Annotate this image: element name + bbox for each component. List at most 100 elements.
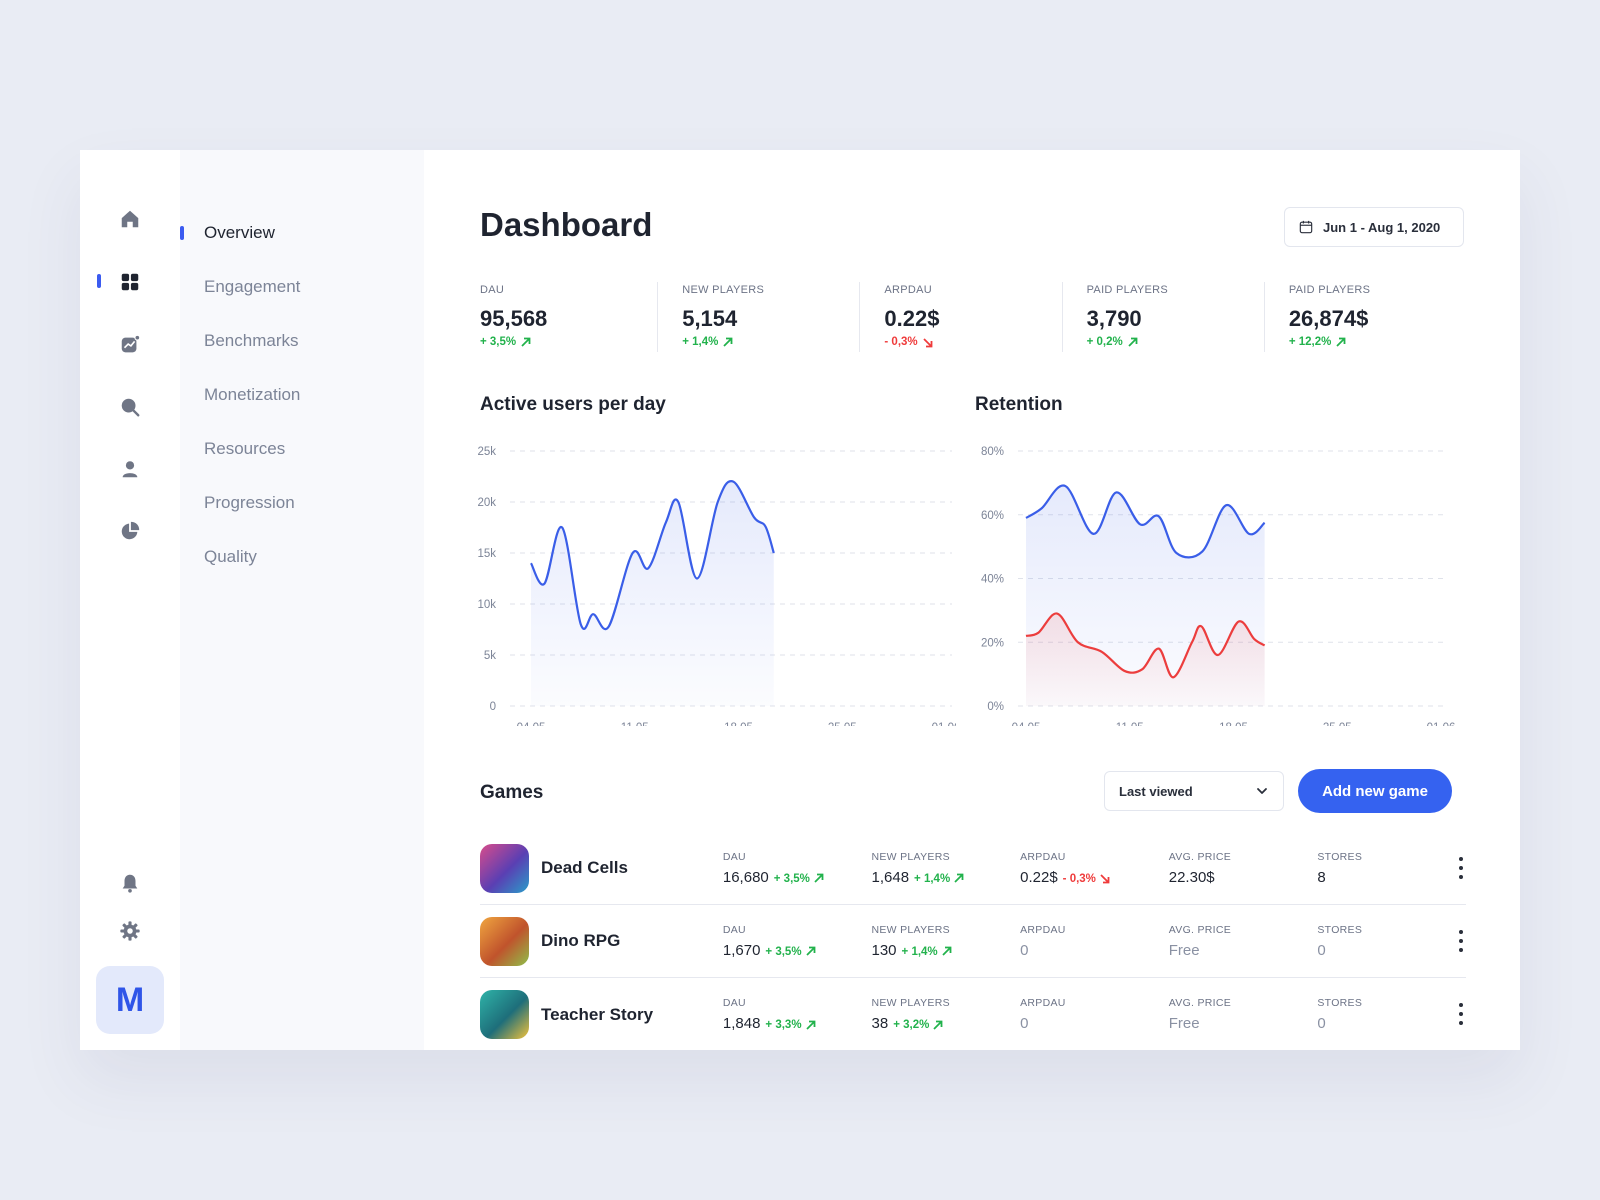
subnav-item-engagement[interactable]: Engagement xyxy=(180,260,424,314)
chart-title-retention: Retention xyxy=(975,394,1063,415)
rail-analytics[interactable] xyxy=(80,325,180,365)
avg-price-value: Free xyxy=(1168,1015,1200,1032)
subnav-item-quality[interactable]: Quality xyxy=(180,530,424,584)
rail-dashboard[interactable] xyxy=(80,262,180,302)
rail-notifications[interactable] xyxy=(80,863,180,903)
column-label: ARPDAU xyxy=(1020,923,1066,936)
arrow-up-right-icon xyxy=(521,337,531,347)
column-label: ARPDAU xyxy=(1020,850,1066,863)
table-row[interactable]: Dino RPG DAU 1,670 + 3,5% NEW PLAYERS 130 + 1,… xyxy=(480,905,1466,978)
rail-home[interactable] xyxy=(80,199,180,239)
avg-price-value: 22.30$ xyxy=(1168,868,1215,886)
change-value: - 0,3% xyxy=(1062,872,1096,885)
change-value: + 1,4% xyxy=(914,872,951,885)
add-new-game-button[interactable]: Add new game xyxy=(1298,769,1452,813)
avg-price-value: Free xyxy=(1168,941,1200,959)
new-players-value: 1,648 xyxy=(871,868,910,886)
arpdau-cell: ARPDAU 0.22$ - 0,3% xyxy=(1020,851,1169,886)
main-content: Dashboard Jun 1 - Aug 1, 2020 DAU 95,568 +… xyxy=(424,150,1520,1050)
stores-value: 0 xyxy=(1317,941,1326,959)
subnav-item-benchmarks[interactable]: Benchmarks xyxy=(180,314,424,368)
arrow-up-right-icon xyxy=(1336,337,1346,347)
x-tick-label: 18.05 xyxy=(1219,722,1248,726)
rail-user[interactable] xyxy=(80,449,180,489)
sort-select-value: Last viewed xyxy=(1119,783,1193,799)
change-value: + 3,5% xyxy=(765,945,802,958)
column-label: STORES xyxy=(1317,923,1363,936)
column-label: AVG. PRICE xyxy=(1168,923,1232,936)
app-window: M Overview Engagement Benchmarks Monetiz… xyxy=(80,150,1520,1050)
chevron-down-icon xyxy=(1257,788,1267,794)
subnav-item-label: Benchmarks xyxy=(204,331,299,350)
subnav-item-progression[interactable]: Progression xyxy=(180,476,424,530)
arpdau-cell: ARPDAU 0 xyxy=(1020,997,1169,1032)
search-icon xyxy=(121,398,140,417)
kpi-value: 3,790 xyxy=(1086,306,1142,331)
subnav-item-monetization[interactable]: Monetization xyxy=(180,368,424,422)
stores-cell: STORES 8 xyxy=(1317,851,1466,886)
arrow-up-right-icon xyxy=(723,337,733,347)
y-tick-label: 15k xyxy=(477,548,496,560)
kpi-card: DAU 95,568 + 3,5% xyxy=(480,282,657,352)
more-options-icon[interactable] xyxy=(1458,930,1464,952)
more-options-icon[interactable] xyxy=(1458,857,1464,879)
kpi-change: + 1,4% xyxy=(682,336,859,348)
kpi-card: PAID PLAYERS 26,874$ + 12,2% xyxy=(1263,282,1466,352)
subnav-item-label: Overview xyxy=(204,223,275,242)
date-range-picker[interactable]: Jun 1 - Aug 1, 2020 xyxy=(1284,207,1464,247)
arpdau-value: 0 xyxy=(1020,941,1029,959)
home-icon xyxy=(121,210,139,228)
avg-price-cell: AVG. PRICE Free xyxy=(1169,924,1318,959)
more-options-icon[interactable] xyxy=(1458,1003,1464,1025)
y-tick-label: 5k xyxy=(484,650,496,662)
change-badge: + 1,4% xyxy=(914,873,964,885)
rail-reports[interactable] xyxy=(80,511,180,551)
table-row[interactable]: Teacher Story DAU 1,848 + 3,3% NEW PLAYERS 38… xyxy=(480,978,1466,1050)
dau-cell: DAU 1,670 + 3,5% xyxy=(723,924,872,959)
dau-value: 16,680 xyxy=(722,868,769,886)
sort-select[interactable]: Last viewed xyxy=(1104,771,1284,811)
change-badge: - 0,3% xyxy=(1063,873,1110,885)
y-tick-label: 40% xyxy=(981,574,1004,586)
game-thumbnail xyxy=(480,916,529,966)
arrow-up-right-icon xyxy=(814,873,824,883)
column-label: NEW PLAYERS xyxy=(871,850,950,863)
user-icon xyxy=(122,461,138,478)
arrow-up-right-icon xyxy=(805,1020,815,1030)
x-tick-label: 11.05 xyxy=(1116,722,1144,726)
avg-price-cell: AVG. PRICE 22.30$ xyxy=(1169,851,1318,886)
kpi-change-value: - 0,3% xyxy=(884,336,918,348)
date-range-label: Jun 1 - Aug 1, 2020 xyxy=(1323,219,1441,235)
games-list: Dead Cells DAU 16,680 + 3,5% NEW PLAYERS 1,64… xyxy=(480,832,1466,1050)
kpi-change-value: + 0,2% xyxy=(1086,336,1123,348)
x-tick-label: 11.05 xyxy=(621,722,649,726)
kpi-change-value: + 3,5% xyxy=(480,336,517,348)
kpi-label: PAID PLAYERS xyxy=(1288,284,1371,296)
column-label: ARPDAU xyxy=(1020,997,1066,1009)
new-players-cell: NEW PLAYERS 38 + 3,2% xyxy=(872,997,1021,1032)
kpi-change: - 0,3% xyxy=(884,336,1061,348)
arrow-up-right-icon xyxy=(954,873,964,883)
x-tick-label: 01.06 xyxy=(1427,722,1456,726)
change-value: + 1,4% xyxy=(901,945,938,958)
subnav-item-label: Resources xyxy=(204,439,286,458)
avatar[interactable]: M xyxy=(96,966,164,1034)
stores-cell: STORES 0 xyxy=(1317,924,1466,959)
bell-icon xyxy=(122,874,138,893)
icon-rail: M xyxy=(80,150,180,1050)
arrow-up-right-icon xyxy=(942,946,952,956)
subnav-item-overview[interactable]: Overview xyxy=(180,206,424,260)
column-label: DAU xyxy=(722,923,746,936)
subnav-item-resources[interactable]: Resources xyxy=(180,422,424,476)
arrow-down-right-icon xyxy=(1100,874,1110,884)
series-line-0 xyxy=(530,479,775,630)
rail-search[interactable] xyxy=(80,387,180,427)
arrow-up-right-icon xyxy=(933,1020,943,1030)
change-badge: + 1,4% xyxy=(902,946,952,958)
kpi-change-value: + 12,2% xyxy=(1288,336,1332,348)
rail-settings[interactable] xyxy=(80,911,180,951)
kpi-label: PAID PLAYERS xyxy=(1086,284,1169,296)
column-label: AVG. PRICE xyxy=(1168,997,1232,1009)
table-row[interactable]: Dead Cells DAU 16,680 + 3,5% NEW PLAYERS 1,64… xyxy=(480,832,1466,905)
kpi-value: 0.22$ xyxy=(884,306,940,331)
